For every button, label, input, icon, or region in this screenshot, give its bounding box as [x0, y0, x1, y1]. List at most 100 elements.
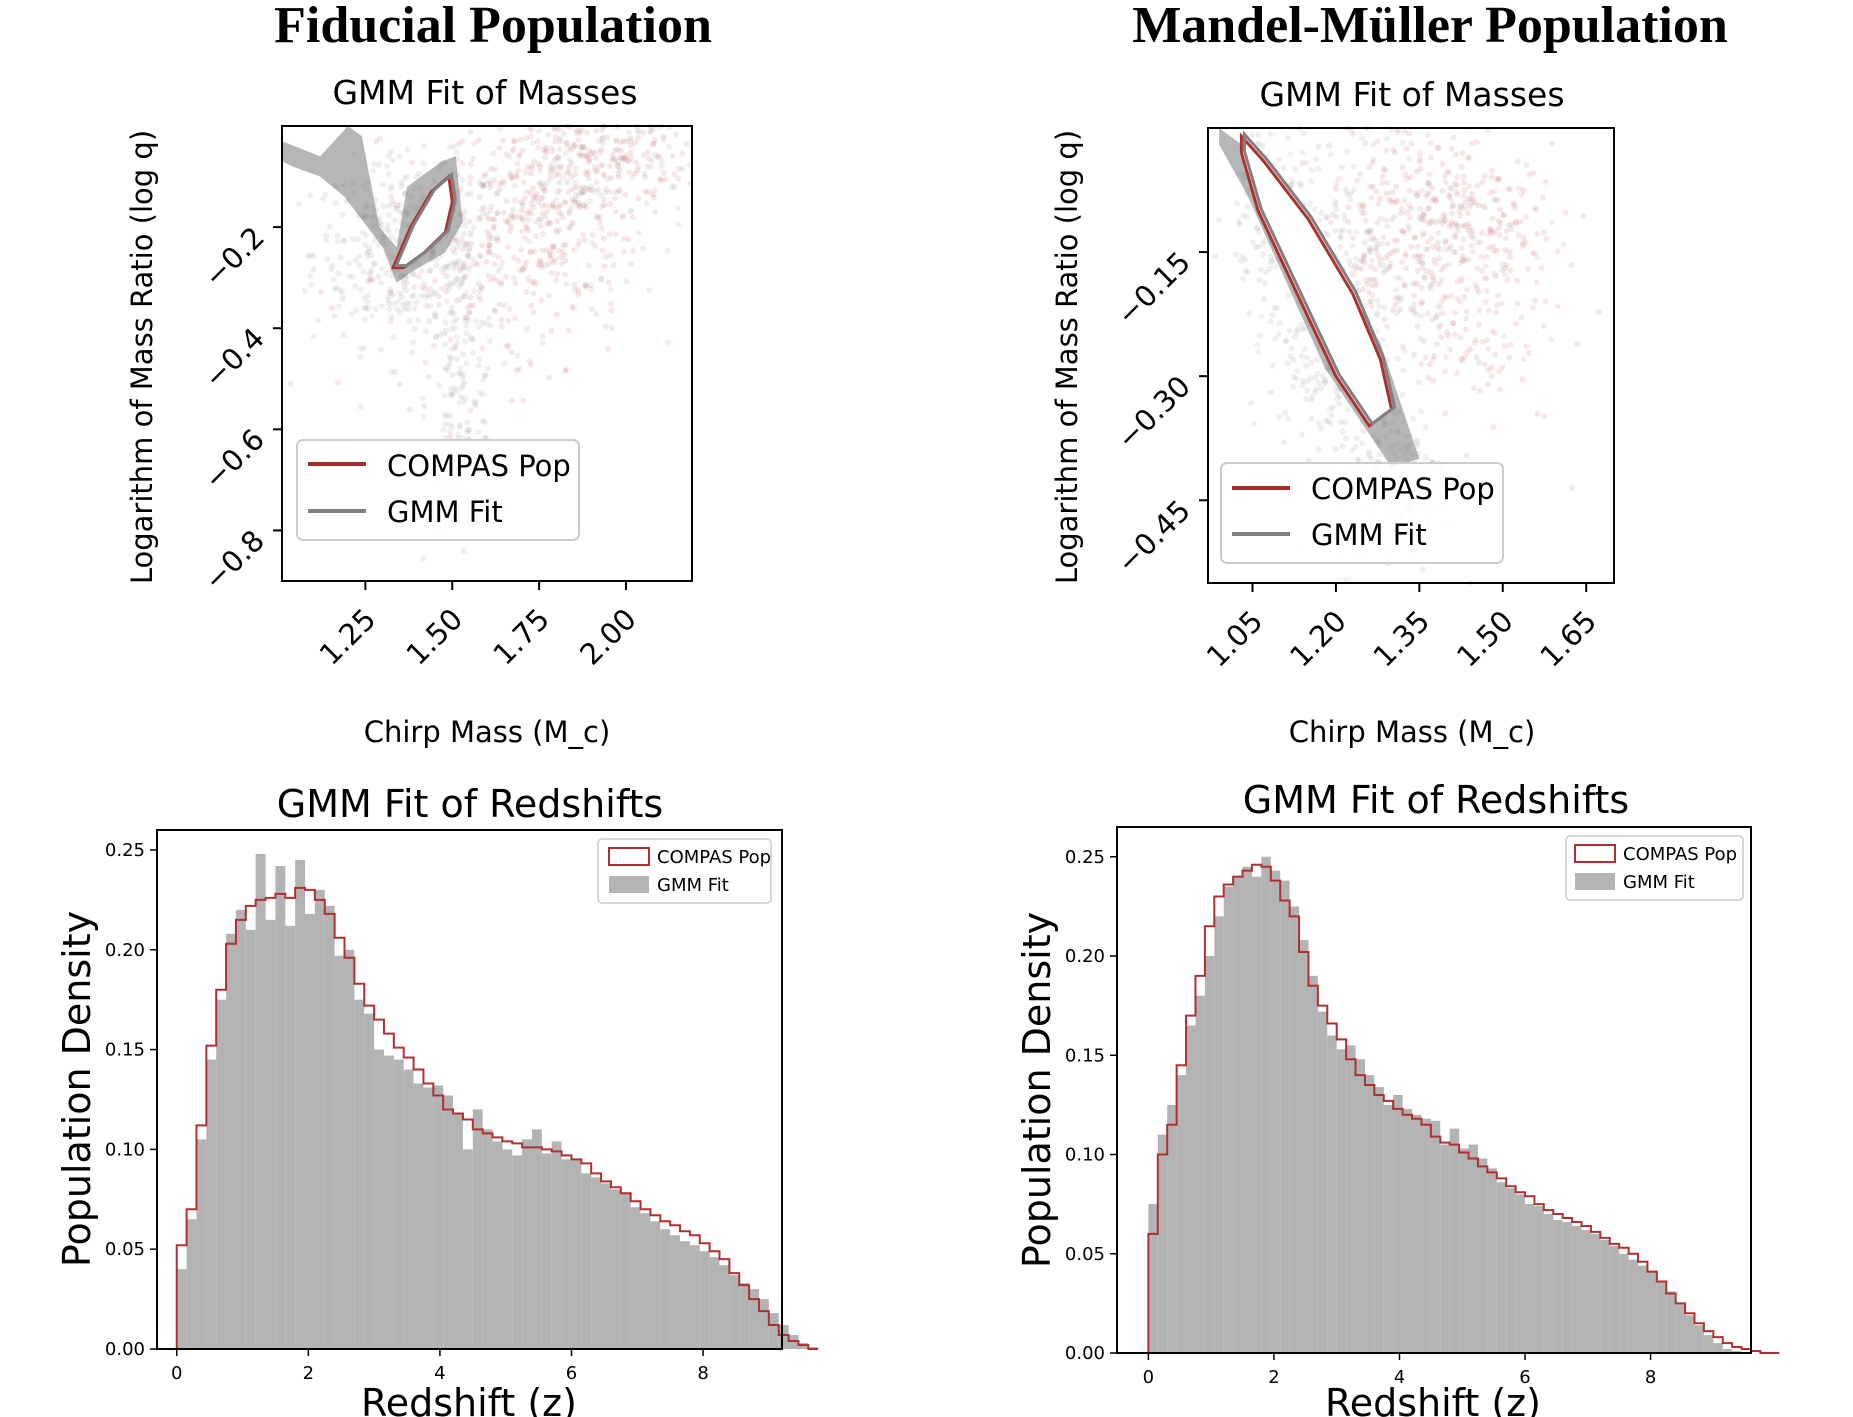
scatter-point: [1429, 316, 1436, 323]
scatter-point: [1340, 227, 1347, 234]
gmm-bar: [1534, 1206, 1544, 1353]
scatter-point: [476, 179, 483, 186]
scatter-point: [501, 302, 508, 309]
scatter-point: [310, 333, 317, 340]
gmm-bar: [1195, 995, 1205, 1353]
scatter-point: [511, 254, 518, 261]
gmm-bar: [1289, 906, 1300, 1353]
scatter-point: [453, 356, 460, 363]
scatter-point: [646, 155, 653, 162]
scatter-point: [479, 345, 486, 352]
scatter-point: [411, 305, 418, 312]
scatter-point: [552, 256, 559, 263]
scatter-point: [1391, 247, 1398, 254]
scatter-point: [436, 382, 443, 389]
scatter-point: [537, 222, 544, 229]
scatter-point: [1448, 221, 1455, 228]
scatter-point: [431, 342, 438, 349]
scatter-point: [615, 163, 622, 170]
x-tick-label: 2: [1268, 1367, 1279, 1388]
scatter-point: [1398, 295, 1405, 302]
scatter-point: [1411, 253, 1418, 260]
scatter-point: [1457, 212, 1464, 219]
scatter-point: [1454, 370, 1461, 376]
scatter-point: [1466, 183, 1473, 190]
scatter-point: [1435, 324, 1442, 331]
scatter-point: [615, 170, 622, 177]
scatter-point: [464, 253, 471, 260]
scatter-point: [495, 268, 502, 275]
gmm-bar: [1346, 1045, 1356, 1353]
scatter-point: [356, 253, 363, 260]
scatter-point: [1427, 219, 1434, 226]
scatter-point: [597, 192, 604, 198]
scatter-point: [1427, 282, 1433, 289]
scatter-point: [1483, 287, 1490, 294]
scatter-point: [1420, 211, 1427, 217]
scatter-point: [547, 175, 554, 182]
scatter-point: [1359, 135, 1366, 142]
scatter-point: [488, 235, 495, 242]
scatter-point: [1401, 128, 1408, 135]
x-tick-label: 0: [1143, 1367, 1154, 1388]
scatter-point: [366, 245, 373, 252]
scatter-point: [628, 155, 635, 161]
scatter-point: [440, 269, 447, 276]
scatter-point: [1459, 257, 1466, 264]
scatter-point: [460, 371, 467, 378]
scatter-point: [1446, 169, 1453, 176]
scatter-point: [531, 159, 538, 165]
scatter-point: [1504, 277, 1511, 283]
scatter-point: [475, 137, 482, 144]
scatter-point: [511, 137, 518, 144]
scatter-point: [1342, 435, 1349, 442]
scatter-point: [541, 183, 548, 189]
scatter-point: [1329, 404, 1336, 411]
scatter-point: [1439, 161, 1446, 168]
gmm-bar: [226, 933, 236, 1349]
scatter-point: [457, 393, 464, 400]
scatter-point: [1267, 318, 1274, 325]
gmm-bar: [640, 1213, 651, 1349]
scatter-point: [518, 246, 525, 253]
scatter-point: [1255, 349, 1262, 355]
scatter-point: [1461, 293, 1468, 300]
scatter-point: [1490, 424, 1497, 431]
scatter-point: [1417, 216, 1424, 223]
scatter-point: [1314, 356, 1321, 363]
scatter-point: [380, 181, 387, 188]
scatter-point: [675, 221, 682, 228]
gmm-bar: [443, 1095, 454, 1349]
scatter-point: [367, 269, 374, 276]
gmm-bar: [364, 1013, 375, 1349]
scatter-point: [1312, 206, 1318, 213]
scatter-point: [523, 210, 530, 217]
scatter-point: [528, 362, 534, 368]
scatter-point: [512, 280, 519, 287]
gmm-bar: [255, 853, 266, 1349]
scatter-point: [323, 237, 330, 244]
gmm-bar: [512, 1155, 523, 1349]
scatter-point: [446, 285, 453, 292]
scatter-point: [1361, 210, 1368, 217]
scatter-point: [315, 317, 322, 324]
scatter-point: [586, 262, 592, 269]
scatter-point: [1539, 194, 1546, 201]
scatter-point: [1344, 191, 1350, 198]
scatter-point: [1461, 204, 1468, 211]
scatter-point: [657, 176, 663, 183]
scatter-point: [1428, 217, 1435, 224]
scatter-point: [464, 191, 471, 197]
scatter-point: [488, 277, 495, 284]
scatter-point: [1519, 240, 1526, 247]
scatter-point: [472, 402, 479, 409]
scatter-point: [1387, 261, 1394, 268]
scatter-point: [604, 176, 611, 183]
scatter-point: [1408, 140, 1415, 147]
scatter-point: [1424, 190, 1431, 197]
scatter-point: [1327, 420, 1334, 427]
scatter-point: [1334, 395, 1341, 402]
scatter-point: [1497, 206, 1503, 213]
scatter-point: [1426, 171, 1433, 177]
scatter-point: [1369, 276, 1376, 283]
